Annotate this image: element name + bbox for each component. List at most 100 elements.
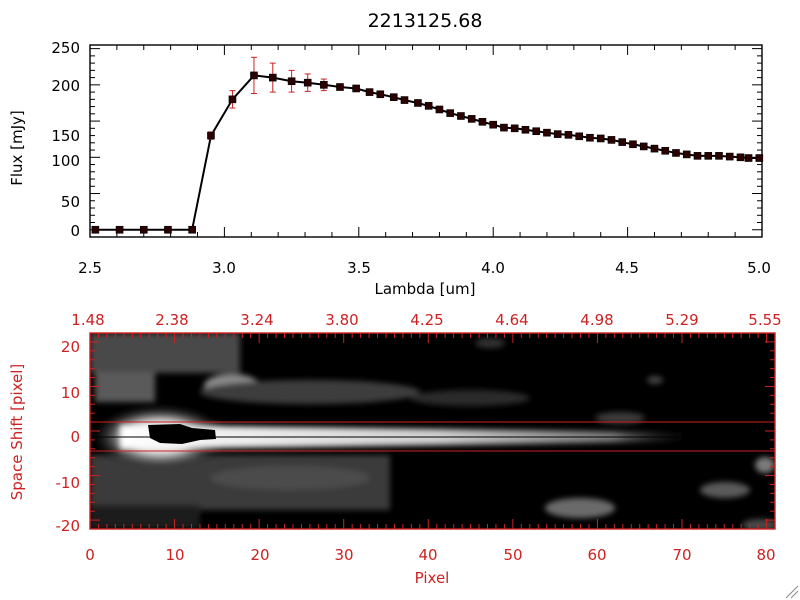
x-tick-label: 0 [85, 546, 95, 564]
chart-title: 2213125.68 [368, 10, 483, 32]
top-tick-label: 3.24 [240, 311, 273, 329]
top-tick-label: 1.48 [71, 311, 104, 329]
flux-point [467, 115, 476, 123]
y-tick-label: 200 [51, 77, 80, 95]
spectrum-axis-ticks [89, 45, 763, 237]
flux-point [661, 146, 670, 155]
flux-point [704, 152, 713, 160]
flux-point [207, 131, 215, 140]
flux-point [510, 124, 519, 133]
flux-point [650, 144, 659, 153]
flux-point [715, 152, 723, 160]
flux-series [91, 56, 764, 234]
flux-point [575, 132, 584, 141]
flux-point [287, 77, 296, 86]
spectral-image [90, 333, 775, 529]
x-tick-label: 30 [334, 546, 353, 564]
spectrum-panel: 2213125.68 2.5 3.0 3.5 4.0 4.5 5.0 0 50 … [8, 10, 771, 298]
flux-point [457, 112, 465, 120]
flux-point [553, 130, 562, 138]
top-tick-label: 2.38 [155, 311, 188, 329]
flux-line [95, 74, 760, 231]
x-tick-label: 20 [250, 546, 269, 564]
flux-point [489, 120, 498, 129]
flux-point [435, 105, 444, 114]
top-tick-label: 4.25 [410, 311, 443, 329]
flux-point [736, 153, 745, 162]
flux-point [596, 134, 605, 143]
y-tick-label: 20 [61, 338, 80, 356]
flux-point [228, 95, 237, 104]
flux-point [389, 93, 398, 101]
top-tick-label: 5.29 [665, 311, 698, 329]
top-tick-label: 4.64 [495, 311, 528, 329]
flux-point [672, 149, 680, 157]
y-axis-label: Flux [mJy] [8, 110, 26, 186]
x-tick-label: 4.5 [615, 259, 639, 277]
flux-point [424, 102, 433, 110]
flux-point [446, 109, 454, 117]
flux-point [543, 128, 551, 137]
y-tick-label: 50 [61, 193, 80, 211]
flux-point [115, 225, 124, 234]
x-tick-label: 40 [418, 546, 437, 564]
pixel-axis-label: Pixel [415, 569, 450, 587]
flux-point [725, 152, 734, 161]
x-tick-label: 70 [672, 546, 691, 564]
flux-point [639, 142, 648, 151]
x-tick-label: 3.5 [347, 259, 371, 277]
top-tick-label: 5.55 [748, 311, 781, 329]
space-shift-y-tick-labels: -20 -10 0 10 20 [56, 338, 81, 535]
flux-point [352, 84, 360, 93]
flux-point [376, 90, 385, 99]
y-tick-label: 0 [70, 222, 80, 240]
flux-point [365, 88, 374, 96]
flux-point [268, 73, 277, 82]
flux-point [564, 131, 573, 139]
flux-point [607, 136, 616, 144]
flux-point [693, 152, 702, 160]
top-wavelength-tick-labels: 1.48 2.38 3.24 3.80 4.25 4.64 4.98 5.29 … [71, 311, 781, 329]
x-tick-label: 4.0 [481, 259, 505, 277]
flux-point [755, 154, 764, 162]
top-tick-label: 4.98 [580, 311, 613, 329]
x-tick-label: 10 [165, 546, 184, 564]
spectrum-y-tick-labels: 0 50 100 150 200 250 [51, 39, 80, 240]
x-tick-label: 60 [587, 546, 606, 564]
flux-point [682, 150, 691, 159]
flux-point [744, 154, 753, 162]
flux-point [618, 138, 627, 146]
x-axis-label: Lambda [um] [375, 280, 476, 298]
spectrum-x-tick-labels: 2.5 3.0 3.5 4.0 4.5 5.0 [78, 259, 771, 277]
flux-point [188, 225, 196, 234]
resize-grip-icon[interactable] [785, 585, 799, 599]
y-tick-label: 150 [51, 127, 80, 145]
flux-point [303, 78, 312, 87]
y-tick-label: 0 [70, 428, 80, 446]
space-shift-axis-label: Space Shift [pixel] [8, 364, 26, 501]
flux-point [478, 118, 487, 126]
x-tick-label: 3.0 [212, 259, 236, 277]
flux-point [250, 71, 258, 80]
y-tick-label: 250 [51, 39, 80, 57]
spectrum-plot-frame [89, 44, 763, 238]
spectral-image-axis-ticks [89, 333, 776, 529]
x-tick-label: 80 [756, 546, 775, 564]
flux-point [414, 99, 422, 107]
flux-point [139, 225, 148, 234]
flux-point [91, 225, 100, 234]
pixel-x-tick-labels: 0 10 20 30 40 50 60 70 80 [85, 546, 775, 564]
flux-point [164, 225, 172, 234]
x-tick-label: 2.5 [78, 259, 102, 277]
flux-point [400, 96, 409, 104]
spectral-image-panel: 1.48 2.38 3.24 3.80 4.25 4.64 4.98 5.29 … [8, 311, 782, 587]
y-tick-label: 100 [51, 152, 80, 170]
flux-point [320, 81, 328, 89]
y-tick-label: -10 [56, 474, 81, 492]
flux-point [532, 127, 541, 136]
flux-point [629, 140, 637, 149]
y-tick-label: 10 [61, 384, 80, 402]
top-tick-label: 3.80 [325, 311, 358, 329]
x-tick-label: 50 [503, 546, 522, 564]
